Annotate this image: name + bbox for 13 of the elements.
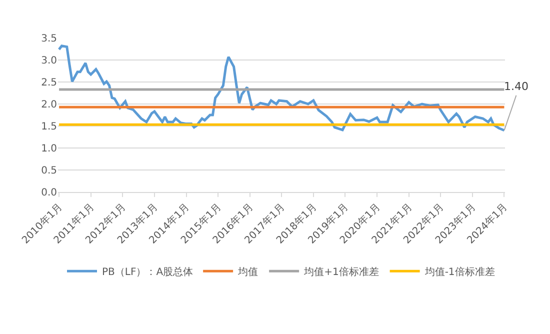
y-tick-label: 3.5 [41,34,57,44]
y-tick-label: 2.5 [41,78,57,88]
annotation: 1.40 [504,80,528,93]
y-tick-label: 0.5 [41,166,57,176]
legend-label: 均值 [237,266,258,278]
legend-label: 均值+1倍标准差 [303,266,379,278]
legend-label: 均值-1倍标准差 [424,266,495,278]
y-tick-label: 3.0 [41,56,57,66]
y-tick-label: 1.0 [41,144,57,154]
y-tick-label: 0.0 [41,188,57,198]
legend-label: PB（LF）：A股总体 [102,266,194,278]
y-tick-label: 2.0 [41,100,57,110]
y-tick-label: 1.5 [41,122,57,132]
